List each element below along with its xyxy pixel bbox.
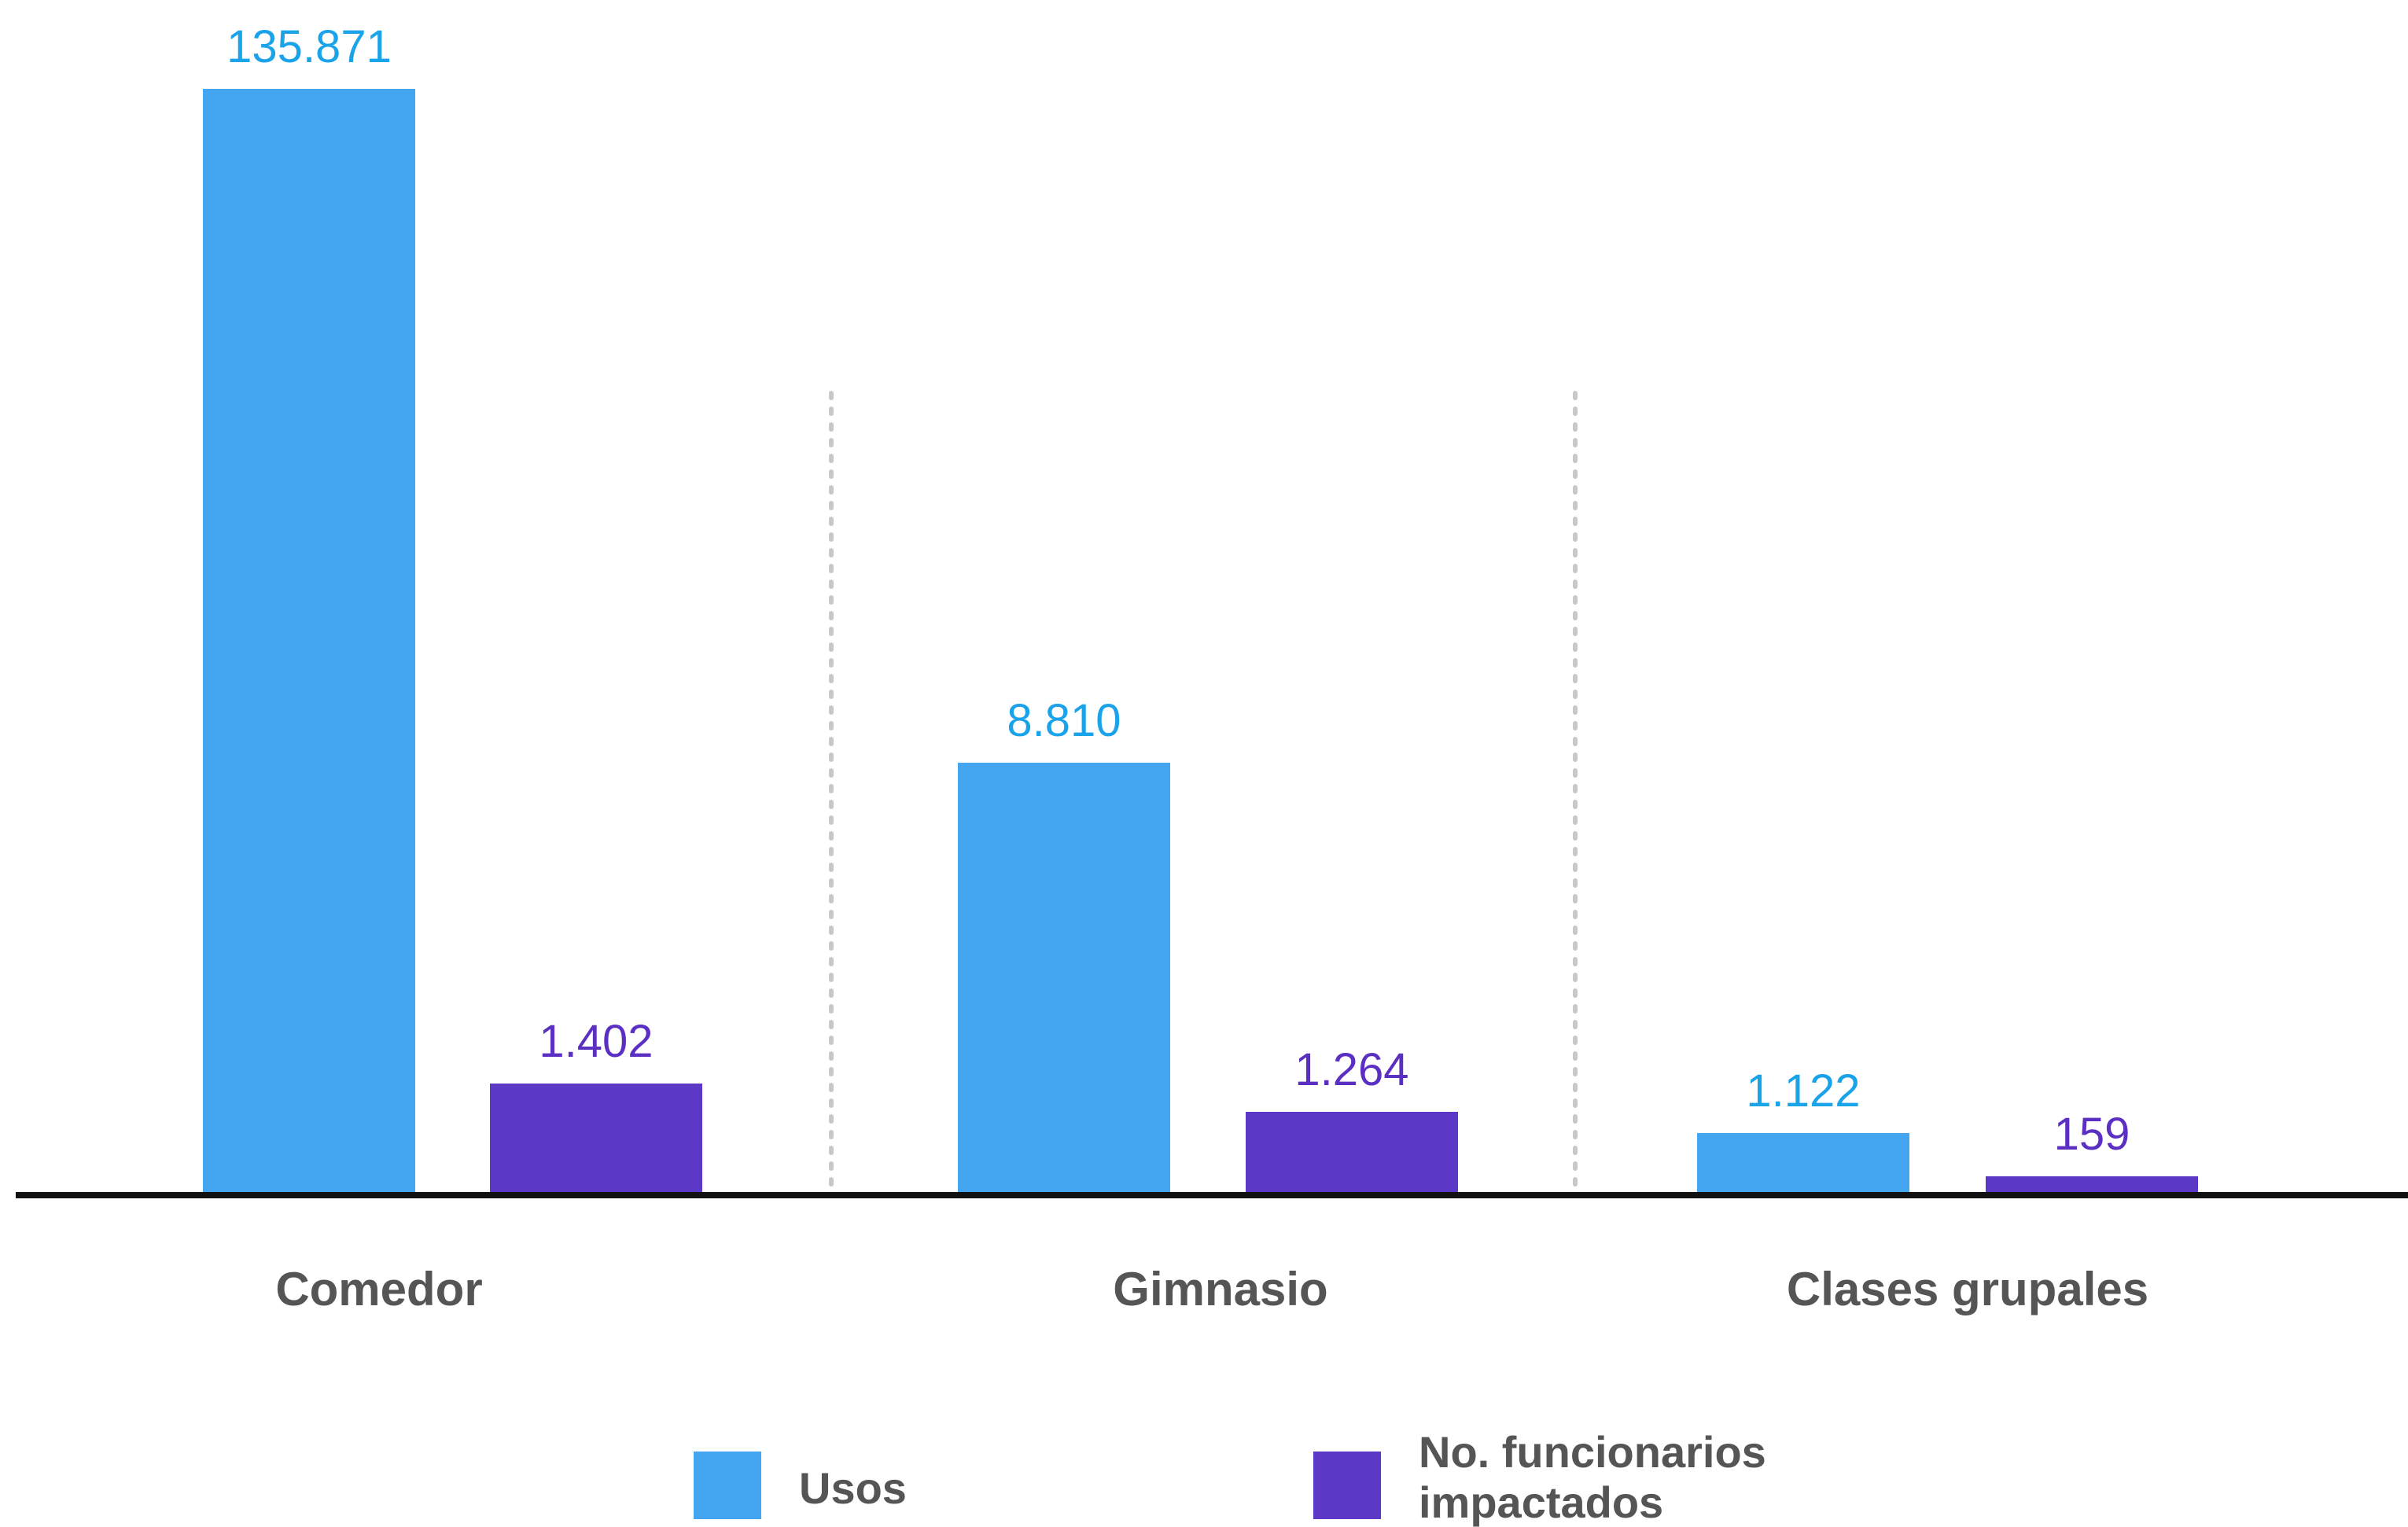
value-label-clases-grupales-usos: 1.122 bbox=[1746, 1065, 1860, 1117]
legend-swatch-usos bbox=[694, 1452, 761, 1519]
bar-gimnasio-usos bbox=[958, 763, 1170, 1192]
bar-clases-grupales-usos bbox=[1697, 1133, 1909, 1192]
category-label-gimnasio: Gimnasio bbox=[1113, 1263, 1327, 1315]
bar-gimnasio-funcionarios bbox=[1246, 1112, 1458, 1192]
category-labels-layer: Comedor Gimnasio Clases grupales bbox=[275, 1263, 2148, 1315]
legend-label-funcionarios-line-1: No. funcionarios bbox=[1419, 1427, 1766, 1477]
legend-label-usos: Usos bbox=[799, 1463, 907, 1513]
category-label-clases-grupales: Clases grupales bbox=[1787, 1263, 2148, 1315]
value-label-comedor-usos: 135.871 bbox=[226, 21, 392, 72]
bars-layer bbox=[203, 89, 2198, 1192]
value-label-gimnasio-usos: 8.810 bbox=[1007, 695, 1121, 746]
value-label-gimnasio-funcionarios: 1.264 bbox=[1294, 1044, 1408, 1095]
legend-swatch-funcionarios bbox=[1313, 1452, 1381, 1519]
group-separators bbox=[829, 391, 1578, 1198]
legend-label-funcionarios-line-2: impactados bbox=[1419, 1477, 1663, 1527]
bar-comedor-usos bbox=[203, 89, 415, 1192]
value-label-comedor-funcionarios: 1.402 bbox=[539, 1016, 653, 1067]
category-label-comedor: Comedor bbox=[275, 1263, 482, 1315]
bar-comedor-funcionarios bbox=[490, 1084, 702, 1192]
bar-clases-grupales-funcionarios bbox=[1986, 1176, 2198, 1192]
value-labels-layer: 135.871 1.402 8.810 1.264 1.122 159 bbox=[226, 21, 2130, 1160]
value-label-clases-grupales-funcionarios: 159 bbox=[2054, 1109, 2130, 1160]
